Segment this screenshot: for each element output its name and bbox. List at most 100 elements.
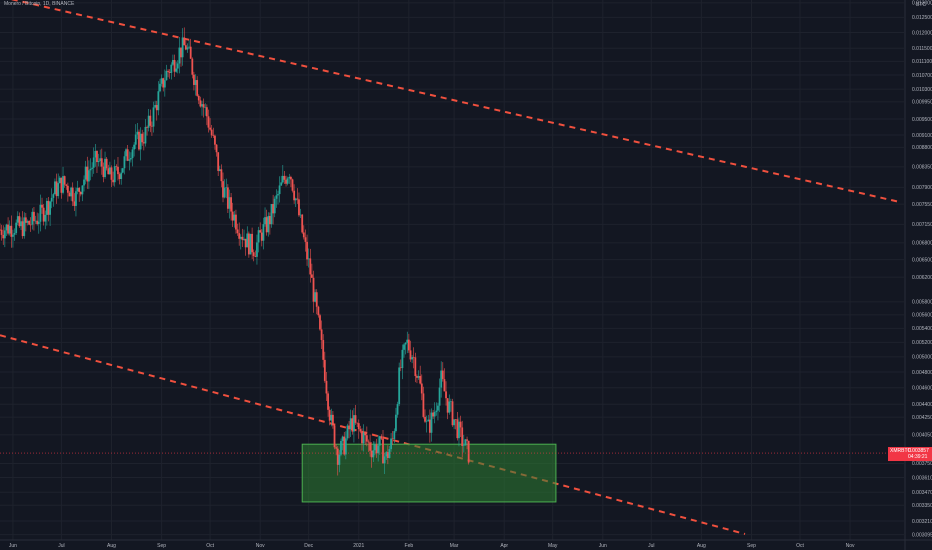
candle-body bbox=[235, 214, 237, 230]
candle-body bbox=[330, 414, 333, 421]
candle-body bbox=[220, 169, 223, 182]
candle-body bbox=[254, 255, 257, 257]
candle-body bbox=[37, 221, 40, 225]
candle-body bbox=[163, 80, 166, 88]
candle-body bbox=[309, 258, 312, 275]
candle-body bbox=[351, 418, 354, 432]
candle-body bbox=[149, 115, 152, 126]
candle-body bbox=[20, 221, 22, 227]
candle-body bbox=[231, 211, 234, 221]
candle-body bbox=[365, 435, 368, 442]
candle-body bbox=[126, 149, 129, 161]
y-tick-label: 0.003095 bbox=[912, 532, 932, 538]
candle-body bbox=[178, 47, 181, 64]
candle-body bbox=[142, 142, 145, 144]
candle-body bbox=[251, 233, 254, 253]
candle-body bbox=[76, 187, 79, 192]
candle-body bbox=[260, 232, 263, 241]
candle-body bbox=[370, 450, 373, 458]
candle-body bbox=[128, 159, 131, 161]
candle-body bbox=[81, 185, 84, 195]
candle-body bbox=[24, 217, 27, 223]
candle-body bbox=[214, 135, 216, 145]
candle-body bbox=[68, 192, 71, 197]
candle-body bbox=[277, 194, 279, 196]
x-tick-label: Sep bbox=[157, 543, 166, 549]
candle-body bbox=[41, 204, 43, 208]
y-tick-label: 0.008350 bbox=[912, 165, 932, 171]
candle-body bbox=[286, 178, 289, 184]
y-tick-label: 0.004800 bbox=[912, 370, 932, 376]
candle-body bbox=[428, 419, 431, 433]
candle-body bbox=[327, 393, 329, 410]
candle-body bbox=[396, 404, 399, 415]
candle-body bbox=[54, 181, 56, 195]
candle-body bbox=[0, 229, 1, 231]
candle-body bbox=[202, 104, 205, 108]
candle-body bbox=[173, 59, 176, 72]
candle-body bbox=[133, 144, 136, 150]
candle-body bbox=[280, 182, 283, 186]
x-tick-label: Jul bbox=[58, 543, 64, 549]
candle-body bbox=[62, 176, 64, 193]
x-tick-label: Mar bbox=[450, 543, 459, 549]
candle-body bbox=[252, 252, 255, 256]
candle-body bbox=[311, 274, 313, 278]
candle-body bbox=[55, 181, 58, 197]
candle-body bbox=[96, 150, 98, 163]
x-tick-label: Jun bbox=[599, 543, 607, 549]
candle-body bbox=[45, 200, 48, 215]
x-tick-label: Oct bbox=[796, 543, 804, 549]
y-tick-label: 0.004400 bbox=[912, 402, 932, 408]
candle-body bbox=[217, 152, 220, 171]
candle-body bbox=[84, 166, 87, 180]
candle-body bbox=[265, 217, 268, 233]
candle-body bbox=[5, 224, 8, 231]
candle-body bbox=[21, 221, 24, 237]
candle-body bbox=[336, 448, 339, 465]
candle-body bbox=[112, 179, 115, 183]
candle-body bbox=[275, 195, 278, 199]
candle-body bbox=[91, 167, 94, 169]
candle-body bbox=[117, 166, 119, 175]
candle-body bbox=[356, 422, 359, 424]
candle-body bbox=[348, 425, 350, 430]
candle-body bbox=[39, 204, 42, 222]
candle-body bbox=[288, 176, 291, 179]
candle-body bbox=[433, 411, 436, 417]
candle-body bbox=[382, 438, 384, 464]
candle-body bbox=[29, 224, 32, 226]
candle-body bbox=[464, 439, 467, 446]
y-tick-label: 0.004250 bbox=[912, 415, 932, 421]
candle-body bbox=[466, 439, 468, 441]
candle-body bbox=[170, 64, 173, 73]
candle-body bbox=[31, 211, 34, 225]
candle-body bbox=[49, 201, 51, 215]
candle-body bbox=[189, 46, 192, 59]
candle-body bbox=[456, 419, 459, 439]
y-tick-label: 0.003350 bbox=[912, 503, 932, 509]
y-tick-label: 0.003750 bbox=[912, 461, 932, 467]
x-tick-label: May bbox=[548, 543, 558, 549]
y-tick-label: 0.007900 bbox=[912, 185, 932, 191]
candle-body bbox=[364, 432, 367, 436]
candle-body bbox=[422, 393, 425, 417]
candle-body bbox=[328, 409, 331, 421]
candle-body bbox=[409, 350, 412, 360]
candle-body bbox=[73, 201, 76, 206]
candle-body bbox=[443, 379, 446, 392]
candle-body bbox=[393, 431, 396, 439]
candle-body bbox=[399, 367, 402, 369]
candle-body bbox=[454, 419, 457, 420]
candle-body bbox=[205, 107, 208, 117]
candle-body bbox=[86, 166, 89, 182]
candle-body bbox=[341, 436, 344, 441]
candle-body bbox=[294, 198, 297, 201]
candle-body bbox=[157, 91, 160, 111]
candle-body bbox=[100, 158, 103, 167]
y-tick-label: 0.006200 bbox=[912, 275, 932, 281]
y-tick-label: 0.004050 bbox=[912, 433, 932, 439]
channel-upper-line bbox=[10, 0, 899, 203]
